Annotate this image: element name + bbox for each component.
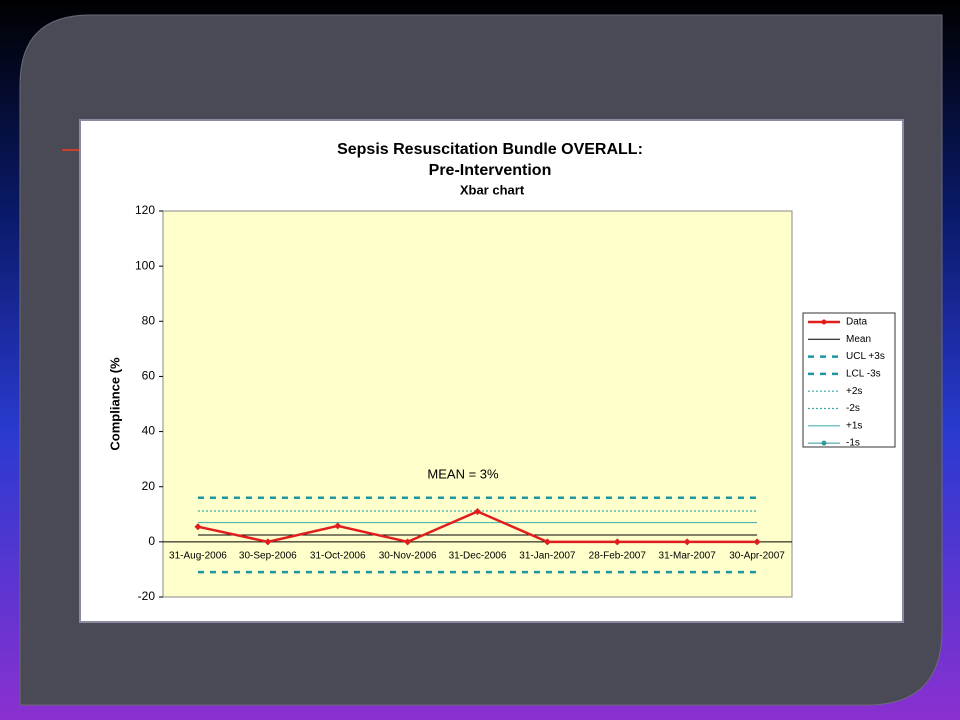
data-point [194,523,202,531]
x-tick-label: 31-Jan-2007 [519,550,576,561]
legend-marker [821,440,827,446]
data-point [543,538,551,546]
y-tick-label: 0 [148,534,155,548]
legend-label: LCL -3s [846,369,881,380]
y-tick-label: 20 [142,479,156,493]
y-axis-label: Compliance (% [107,357,122,451]
y-tick-label: 120 [135,203,155,217]
legend-label: Mean [846,334,871,345]
chart-subtitle: Xbar chart [460,182,525,197]
legend-label: +1s [846,420,862,431]
legend-marker [821,319,827,325]
legend-label: +2s [846,386,862,397]
annotation: MEAN = 3% [427,466,499,481]
x-tick-label: 31-Aug-2006 [169,550,227,561]
legend-label: UCL +3s [846,351,885,362]
chart-subtitle: Pre-Intervention [429,162,552,179]
y-tick-label: -20 [138,589,156,603]
data-point [753,538,761,546]
x-tick-label: 31-Oct-2006 [310,550,366,561]
x-tick-label: 30-Apr-2007 [729,550,785,561]
data-point [613,538,621,546]
legend-label: -2s [846,403,860,414]
data-point [264,538,272,546]
chart-title: Sepsis Resuscitation Bundle OVERALL: [337,141,643,158]
legend-label: -1s [846,438,860,449]
x-tick-label: 30-Sep-2006 [239,550,297,561]
y-tick-label: 40 [142,424,156,438]
x-tick-label: 31-Mar-2007 [659,550,717,561]
plot-area [162,210,793,598]
legend-label: Data [846,317,868,328]
data-point [474,508,481,516]
data-point [404,538,412,546]
y-tick-label: 60 [142,369,156,383]
x-tick-label: 30-Nov-2006 [379,550,437,561]
y-tick-label: 100 [135,258,155,272]
x-tick-label: 28-Feb-2007 [589,550,647,561]
data-point [334,522,342,530]
data-point [683,538,691,546]
legend [802,312,896,448]
y-tick-label: 80 [142,313,156,327]
x-tick-label: 31-Dec-2006 [449,550,507,561]
